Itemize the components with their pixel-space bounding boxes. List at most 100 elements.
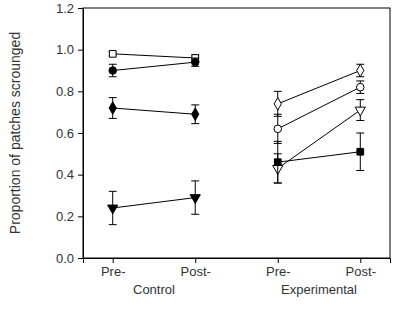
x-tick-label: Pre- [101, 264, 126, 279]
series-line [113, 62, 196, 70]
y-tick-mark [78, 8, 83, 9]
y-tick: 0.6 [56, 126, 83, 141]
plot-frame [83, 8, 390, 258]
marker [191, 58, 199, 66]
y-axis: 0.0 0.2 0.4 0.6 0.8 1.0 1.2 [56, 1, 84, 266]
group-label: Control [133, 282, 175, 297]
marker [357, 148, 364, 155]
error-bar-cap [109, 224, 117, 225]
error-bar-cap [274, 114, 282, 115]
error-bar-cap [109, 97, 117, 98]
error-bar [109, 98, 117, 119]
marker [355, 107, 365, 116]
series [109, 50, 200, 61]
y-tick-label: 0.2 [56, 209, 74, 224]
x-tick: Pre- [266, 258, 291, 279]
error-bar-cap [356, 133, 364, 134]
series-line [113, 198, 196, 208]
y-tick-label: 1.2 [56, 1, 74, 16]
series [274, 133, 365, 183]
marker [109, 67, 117, 75]
error-bar-cap [109, 191, 117, 192]
error-bar [356, 81, 364, 94]
group-label: Experimental [281, 282, 357, 297]
series-line [278, 110, 361, 168]
error-bar [356, 64, 364, 77]
y-tick-mark [78, 50, 83, 51]
error-bar [191, 105, 199, 124]
y-tick: 0.4 [56, 167, 83, 182]
series-line [278, 152, 361, 162]
x-tick-label: Post- [346, 264, 376, 279]
series-line [278, 87, 361, 129]
error-bar [274, 91, 282, 116]
error-bar [356, 133, 364, 171]
error-bar [274, 114, 282, 143]
x-tick: Post- [346, 258, 376, 279]
chart: 0.0 0.2 0.4 0.6 0.8 1.0 1.2 Pre- Post- Pre- Post- C… [0, 0, 411, 312]
x-tick-mark [360, 258, 361, 263]
error-bar-cap [109, 76, 117, 77]
marker [109, 102, 116, 114]
series [109, 98, 200, 124]
error-bar-cap [191, 104, 199, 105]
y-tick-label: 0.0 [56, 251, 74, 266]
y-tick-mark [78, 216, 83, 217]
y-tick: 0.0 [56, 251, 83, 266]
series [109, 58, 200, 77]
y-tick: 1.2 [56, 1, 83, 16]
error-bar-cap [274, 141, 282, 142]
y-tick-label: 0.8 [56, 84, 74, 99]
series [274, 81, 365, 144]
marker [192, 108, 199, 120]
y-tick-label: 0.4 [56, 167, 74, 182]
y-tick: 0.2 [56, 209, 83, 224]
y-tick-label: 1.0 [56, 42, 74, 57]
x-tick-mark [113, 258, 114, 263]
x-tick-label: Post- [181, 264, 211, 279]
x-tick-mark [195, 258, 196, 263]
marker [190, 195, 200, 204]
series [108, 181, 201, 225]
x-axis-line [84, 259, 391, 264]
error-bar-cap [191, 180, 199, 181]
error-bar-cap [356, 120, 364, 121]
marker [109, 50, 116, 57]
x-tick-label: Pre- [266, 264, 291, 279]
series-line [113, 108, 196, 114]
y-tick: 0.8 [56, 84, 83, 99]
x-tick: Post- [181, 258, 211, 279]
y-tick-mark [78, 91, 83, 92]
y-tick-mark [78, 175, 83, 176]
marker [357, 83, 365, 91]
y-tick-label: 0.6 [56, 126, 74, 141]
error-bar [191, 58, 199, 66]
y-tick-mark [78, 258, 83, 259]
error-bar-cap [274, 91, 282, 92]
y-tick: 1.0 [56, 42, 83, 57]
data-layer [108, 50, 366, 224]
marker [357, 64, 364, 76]
y-axis-title: Proportion of patches scrounged [7, 32, 23, 234]
error-bar [274, 141, 282, 183]
error-bar-cap [356, 93, 364, 94]
error-bar-cap [109, 64, 117, 65]
marker [274, 159, 281, 166]
x-tick: Pre- [101, 258, 126, 279]
error-bar-cap [191, 123, 199, 124]
series-line [113, 54, 196, 58]
series [273, 100, 366, 183]
error-bar-cap [356, 170, 364, 171]
error-bar-cap [109, 118, 117, 119]
error-bar-cap [356, 99, 364, 100]
x-tick-mark [278, 258, 279, 263]
error-bar-cap [274, 183, 282, 184]
error-bar-cap [274, 183, 282, 184]
y-axis-line [78, 9, 84, 259]
y-tick-mark [78, 133, 83, 134]
error-bar [109, 64, 117, 77]
error-bar-cap [356, 80, 364, 81]
x-axis: Pre- Post- Pre- Post- [84, 258, 391, 279]
marker [274, 98, 281, 110]
series-line [278, 71, 361, 104]
